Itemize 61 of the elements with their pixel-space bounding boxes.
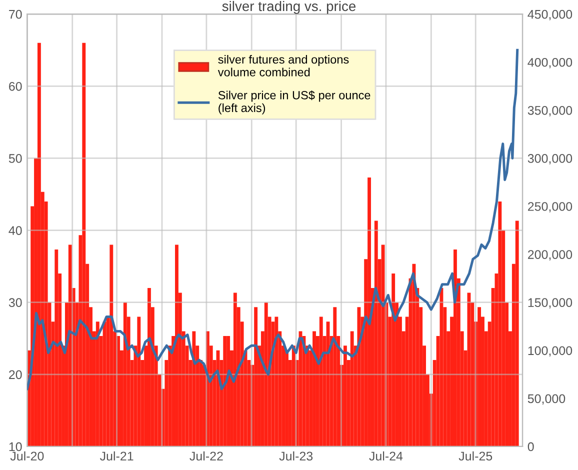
x-tick-label: Jul-22: [190, 451, 223, 461]
x-tick-label: Jul-24: [369, 451, 403, 461]
legend-label: Silver price in US$ per ounce (left axis): [218, 90, 370, 114]
bar: [312, 331, 316, 446]
bar: [123, 302, 127, 446]
y2-tick-label: 200,000: [528, 250, 572, 260]
bar: [110, 244, 114, 446]
bar: [148, 288, 151, 446]
bar: [175, 244, 178, 446]
bar: [37, 42, 41, 446]
x-tick-label: Jul-23: [279, 451, 313, 461]
bar: [264, 302, 268, 446]
y2-tick-label: 150,000: [528, 298, 572, 308]
y-tick-label: 10: [9, 442, 22, 452]
bar: [254, 307, 258, 446]
bar: [206, 331, 210, 446]
chart-title: silver trading vs. price: [222, 0, 356, 14]
y2-tick-label: 350,000: [528, 106, 572, 116]
bar: [54, 250, 58, 446]
bar: [357, 307, 361, 446]
y2-tick-label: 300,000: [528, 154, 572, 164]
bar: [223, 336, 227, 446]
bar: [515, 220, 519, 446]
bar: [498, 201, 502, 446]
y-tick-label: 50: [8, 154, 22, 163]
y-tick-label: 20: [9, 370, 22, 380]
bar: [319, 316, 323, 446]
line-series: [27, 48, 519, 390]
x-tick-label: Jul-20: [10, 451, 44, 461]
bar: [82, 42, 86, 446]
y-tick-label: 60: [9, 82, 22, 91]
bar: [333, 307, 337, 446]
y-tick-label: 30: [8, 298, 22, 308]
y-tick-label: 70: [9, 10, 22, 19]
bar: [292, 346, 296, 446]
bar: [274, 316, 278, 446]
bar: [440, 288, 444, 446]
y2-tick-label: 450,000: [528, 10, 572, 20]
bar: [412, 264, 416, 446]
bar: [343, 346, 347, 446]
bar: [96, 322, 100, 446]
y2-tick-label: 0: [528, 442, 534, 452]
bar: [392, 274, 396, 446]
y2-tick-label: 250,000: [528, 202, 572, 212]
y2-tick-label: 100,000: [528, 346, 572, 357]
bar: [226, 336, 230, 446]
y-tick-label: 40: [8, 226, 22, 235]
bar: [454, 250, 457, 446]
bar: [233, 292, 237, 446]
bar: [137, 316, 141, 446]
bar: [350, 331, 354, 446]
legend-label: silver futures and options volume combined: [218, 54, 349, 76]
bar: [374, 220, 378, 446]
bar: [192, 331, 196, 446]
x-tick-label: Jul-21: [100, 451, 134, 461]
x-tick-label: Jul-25: [458, 451, 492, 461]
y2-tick-label: 50,000: [528, 394, 566, 405]
bar: [368, 177, 371, 446]
y2-tick-label: 400,000: [528, 58, 572, 68]
bar: [68, 244, 72, 446]
bar: [478, 307, 482, 446]
